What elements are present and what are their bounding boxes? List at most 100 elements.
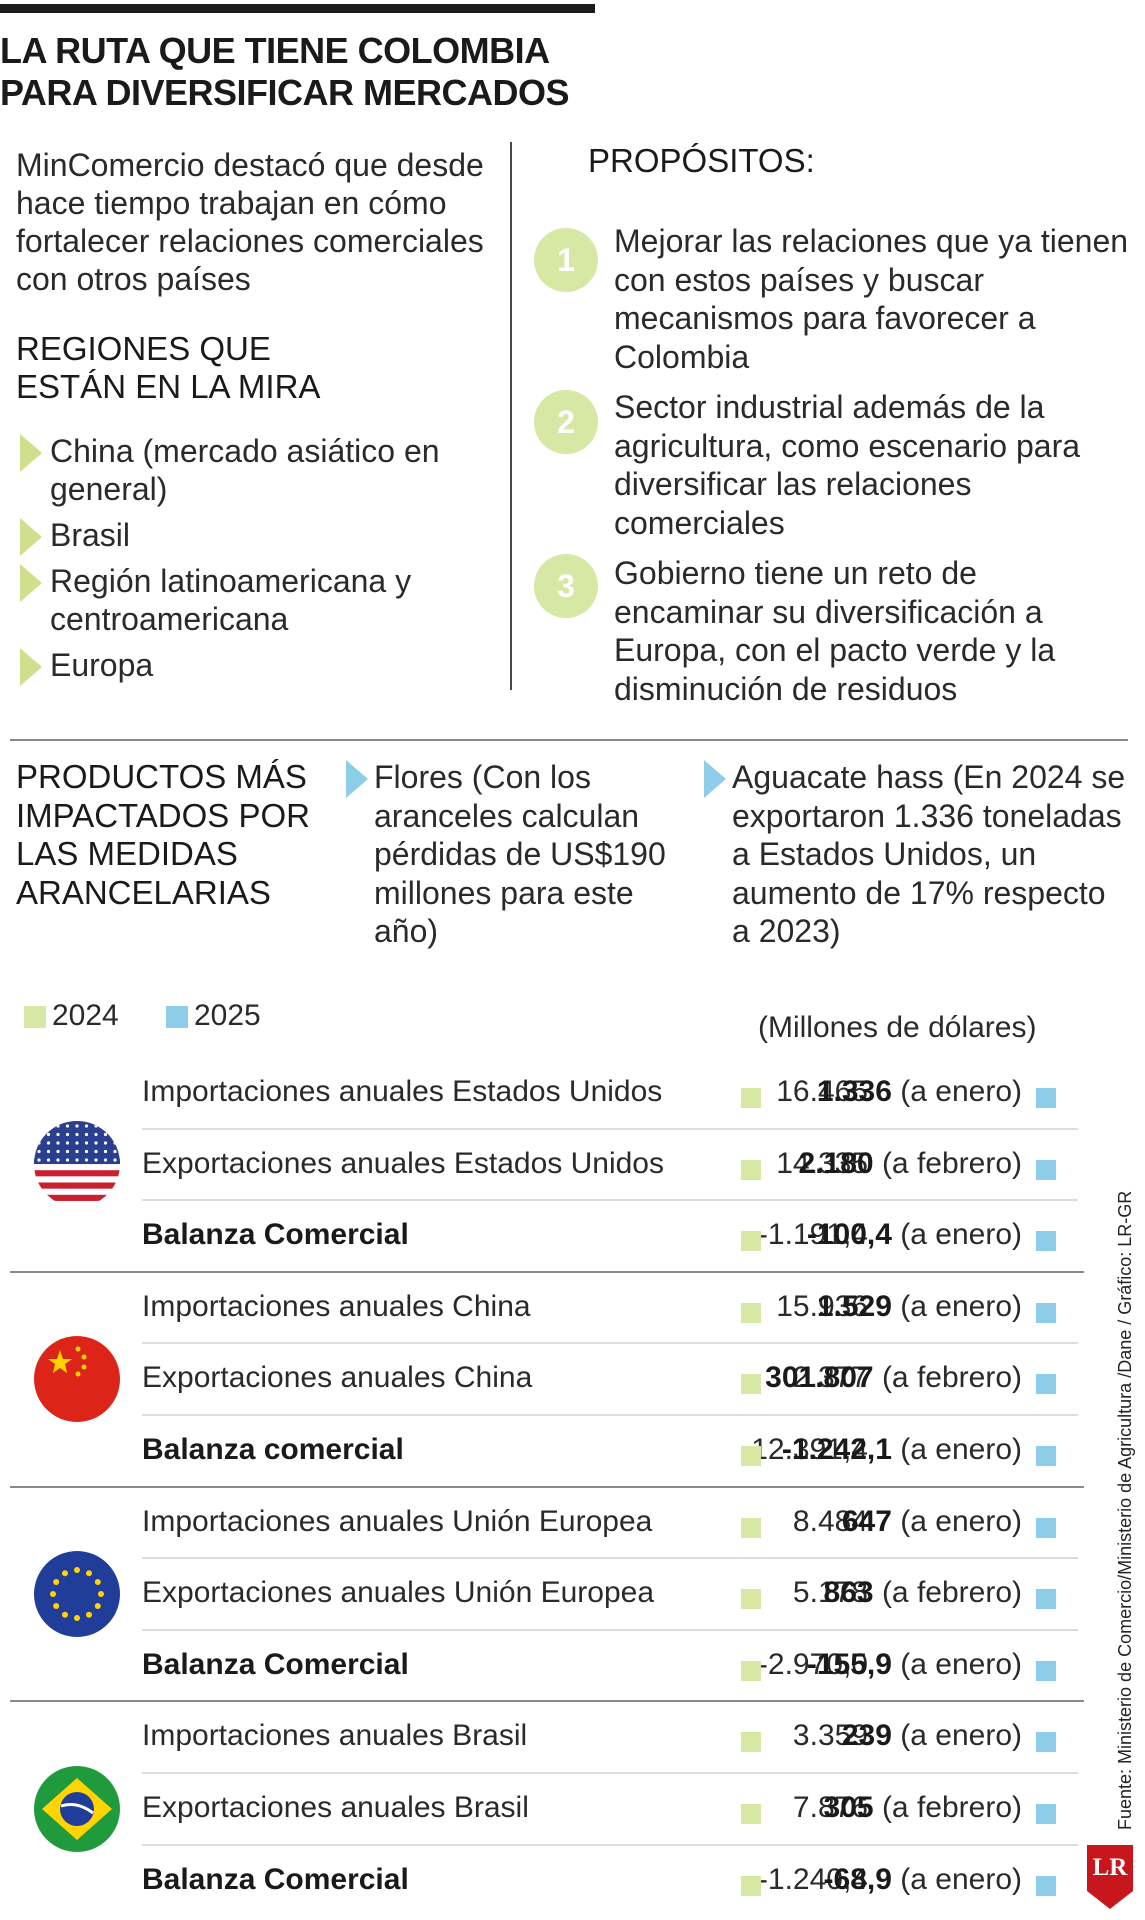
value-2025: -1.242,1 xyxy=(781,1433,892,1466)
products-heading: PRODUCTOS MÁS IMPACTADOS POR LAS MEDIDAS… xyxy=(16,758,310,911)
marker-2025 xyxy=(1036,1088,1056,1108)
lr-logo: LR xyxy=(1087,1845,1133,1891)
marker-2025 xyxy=(1036,1589,1056,1610)
top-rule xyxy=(0,4,595,13)
triangle-bullet-icon xyxy=(20,648,42,686)
product-text: Aguacate hass (En 2024 se exportaron 1.3… xyxy=(732,759,1126,949)
row-label: Importaciones anuales China xyxy=(142,1289,531,1323)
regions-heading-line-2: ESTÁN EN LA MIRA xyxy=(16,368,321,405)
value-2025: 305 xyxy=(823,1791,874,1824)
triangle-bullet-icon xyxy=(704,760,726,798)
value-2024: -2.970,0 xyxy=(757,1647,868,1681)
period-note: (a febrero) xyxy=(881,1576,1022,1610)
product-item: Flores (Con los aranceles calculan pérdi… xyxy=(344,758,694,951)
regions-heading: REGIONES QUE ESTÁN EN LA MIRA xyxy=(16,330,320,406)
regions-list: China (mercado asiático en general) Bras… xyxy=(18,432,488,692)
period-note: (a enero) xyxy=(900,1289,1022,1323)
value-2024: 5.178 xyxy=(792,1576,868,1610)
triangle-bullet-icon xyxy=(20,564,42,602)
value-2025-cell: 2.180 (a febrero) xyxy=(682,1146,1022,1182)
group-divider xyxy=(10,1700,1084,1703)
legend-label-2025: 2025 xyxy=(194,999,261,1032)
value-2025-cell: -68,9 (a enero) xyxy=(682,1862,1022,1898)
region-item: China (mercado asiático en general) xyxy=(18,432,488,508)
marker-2024 xyxy=(741,1589,761,1610)
china-flag-icon xyxy=(34,1336,120,1423)
row-divider xyxy=(142,1843,1078,1846)
row-label: Balanza Comercial xyxy=(142,1218,409,1252)
row-label: Exportaciones anuales Estados Unidos xyxy=(142,1146,664,1180)
marker-2025 xyxy=(1036,1446,1056,1466)
value-2025: 1.529 xyxy=(816,1289,892,1323)
value-2025: 1.336 xyxy=(816,1075,892,1108)
period-note: (a enero) xyxy=(900,1075,1022,1108)
value-2025: 239 xyxy=(841,1719,892,1753)
marker-2024 xyxy=(741,1446,761,1466)
legend-2025: 2025 xyxy=(166,998,261,1034)
page-title: LA RUTA QUE TIENE COLOMBIA PARA DIVERSIF… xyxy=(0,30,700,114)
row-label: Balanza Comercial xyxy=(142,1647,409,1681)
title-line-1: LA RUTA QUE TIENE COLOMBIA xyxy=(0,30,550,71)
period-note: (a enero) xyxy=(900,1647,1022,1681)
brazil-flag-icon xyxy=(34,1765,120,1852)
row-divider xyxy=(142,1199,1078,1202)
marker-2024 xyxy=(741,1517,761,1538)
marker-2024 xyxy=(741,1231,761,1252)
marker-2025 xyxy=(1036,1159,1056,1180)
legend-swatch-2024 xyxy=(24,1006,46,1029)
section-divider xyxy=(10,739,1128,741)
marker-2025 xyxy=(1036,1732,1056,1753)
table-row: Exportaciones anuales China 2.377 301.807 … xyxy=(142,1343,1078,1415)
marker-2024 xyxy=(741,1732,761,1753)
lr-logo-tip xyxy=(1087,1891,1133,1909)
row-label: Balanza Comercial xyxy=(142,1862,409,1896)
row-label: Exportaciones anuales Brasil xyxy=(142,1791,529,1824)
triangle-bullet-icon xyxy=(20,434,42,472)
value-2024: -1.240,4 xyxy=(757,1862,868,1896)
table-row: Balanza comercial -12.391,4 -1.242,1 (a en… xyxy=(142,1415,1078,1487)
row-label: Exportaciones anuales Unión Europea xyxy=(142,1576,655,1610)
row-divider xyxy=(142,1557,1078,1560)
row-divider xyxy=(142,1414,1078,1416)
marker-2024 xyxy=(741,1159,761,1180)
marker-2024 xyxy=(741,1374,761,1395)
number-badge: 1 xyxy=(534,228,598,292)
number-badge: 2 xyxy=(534,390,598,454)
marker-2024 xyxy=(741,1302,761,1323)
marker-2025 xyxy=(1036,1804,1056,1824)
number-badge: 3 xyxy=(534,554,598,618)
legend-swatch-2025 xyxy=(166,1006,188,1029)
value-2025-cell: -100,4 (a enero) xyxy=(682,1217,1022,1253)
region-label: Europa xyxy=(50,647,154,683)
purposes-heading: PROPÓSITOS: xyxy=(588,142,815,179)
period-note: (a enero) xyxy=(900,1433,1022,1466)
region-item: Región latinoamericana y centroamericana xyxy=(18,562,488,638)
marker-2025 xyxy=(1036,1231,1056,1252)
region-item: Europa xyxy=(18,646,488,686)
legend-label-2024: 2024 xyxy=(52,999,119,1032)
marker-2025 xyxy=(1036,1374,1056,1395)
table-row: Importaciones anuales Unión Europea 8.484… xyxy=(142,1487,1078,1559)
row-label: Importaciones anuales Brasil xyxy=(142,1719,528,1753)
units-label: (Millones de dólares) xyxy=(758,1011,1037,1044)
purpose-text: Gobierno tiene un reto de encaminar su d… xyxy=(614,555,1056,707)
purpose-text: Sector industrial además de la agricultu… xyxy=(614,389,1081,541)
period-note: (a enero) xyxy=(900,1862,1022,1896)
marker-2024 xyxy=(741,1088,761,1108)
group-divider xyxy=(10,1270,1084,1273)
product-text: Flores (Con los aranceles calculan pérdi… xyxy=(374,759,666,949)
marker-2024 xyxy=(741,1804,761,1824)
period-note: (a febrero) xyxy=(881,1791,1022,1824)
value-2024: 8.484 xyxy=(792,1504,868,1538)
value-2024: 2.377 xyxy=(792,1361,868,1395)
period-note: (a febrero) xyxy=(881,1361,1022,1395)
regions-heading-line-1: REGIONES QUE xyxy=(16,330,271,367)
value-2025: -100,4 xyxy=(806,1218,892,1252)
row-divider xyxy=(142,1127,1078,1130)
value-2025: -155,9 xyxy=(806,1647,892,1681)
source-note: Fuente: Ministerio de Comercio/Ministeri… xyxy=(1115,1190,1135,1830)
value-2025-cell: 305 (a febrero) xyxy=(682,1790,1022,1826)
usa-flag-icon xyxy=(34,1121,120,1208)
value-2025-cell: 863 (a febrero) xyxy=(682,1575,1022,1611)
marker-2025 xyxy=(1036,1660,1056,1681)
